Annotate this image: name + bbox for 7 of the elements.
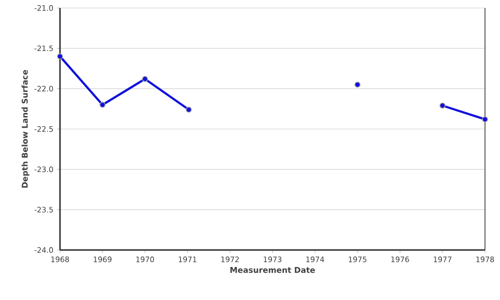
point xyxy=(440,102,446,109)
point xyxy=(482,116,488,122)
point xyxy=(57,53,63,60)
point xyxy=(142,76,148,82)
point xyxy=(186,106,192,113)
point xyxy=(100,102,106,108)
point xyxy=(354,82,360,88)
